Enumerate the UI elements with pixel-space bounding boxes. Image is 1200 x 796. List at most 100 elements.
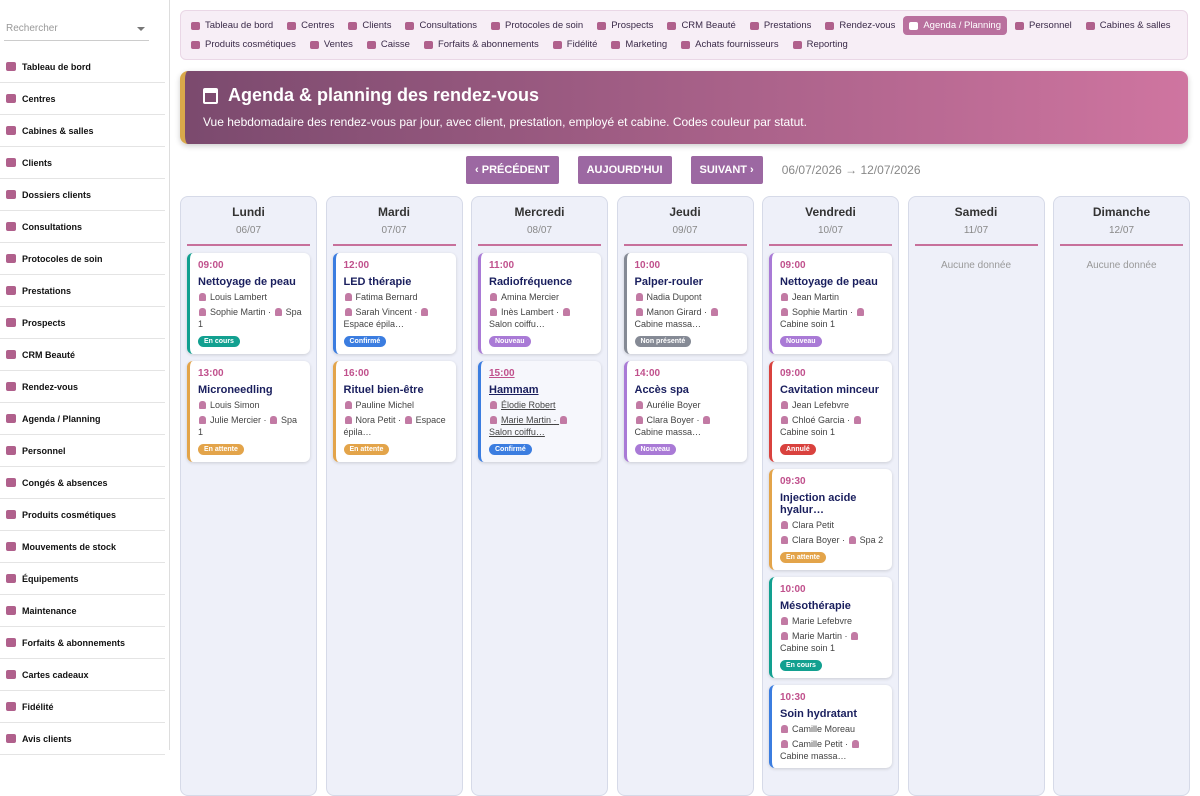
sidebar-item[interactable]: Tableau de bord (0, 51, 165, 83)
nav-tab[interactable]: Reporting (787, 35, 854, 54)
appointment-card[interactable]: 12:00 LED thérapie Fatima Bernard Sarah Vin… (332, 253, 456, 354)
sidebar-item[interactable]: Produits cosmétiques (0, 499, 165, 531)
nav-tab[interactable]: Rendez-vous (819, 16, 901, 35)
nav-tab[interactable]: Marketing (605, 35, 673, 54)
nav-tab[interactable]: Prospects (591, 16, 659, 35)
staff-room-line: Clara Boyer · Spa 2 (780, 534, 884, 546)
appointment-card[interactable]: 09:00 Cavitation minceur Jean Lefebvre Chlo… (769, 361, 892, 462)
person-icon (781, 308, 788, 316)
appointment-card[interactable]: 10:30 Soin hydratant Camille Moreau Camille… (769, 685, 892, 768)
nav-tab[interactable]: Centres (281, 16, 340, 35)
nav-tab[interactable]: CRM Beauté (661, 16, 741, 35)
nav-tab[interactable]: Prestations (744, 16, 818, 35)
day-name: Samedi (954, 205, 998, 219)
client-name: Fatima Bernard (355, 292, 418, 302)
nav-tab-label: Consultations (419, 20, 478, 31)
nav-tab-label: Rendez-vous (839, 20, 896, 31)
appointment-card[interactable]: 09:30 Injection acide hyalur… Clara Petit C… (769, 469, 892, 570)
sidebar-item[interactable]: Rendez-vous (0, 371, 165, 403)
sidebar-item[interactable]: Maintenance (0, 595, 165, 627)
nav-tab[interactable]: Consultations (399, 16, 483, 35)
sidebar-item[interactable]: Dossiers clients (0, 179, 165, 211)
sidebar-item[interactable]: Avis clients (0, 723, 165, 755)
person-icon (344, 401, 352, 409)
client-name: Nadia Dupont (646, 292, 702, 302)
appointment-card[interactable]: 15:00 Hammam Élodie Robert Marie Martin · S… (478, 361, 601, 462)
day-date: 06/07 (187, 225, 310, 246)
menu-icon (6, 318, 16, 327)
sidebar-item[interactable]: Agenda / Planning (0, 403, 165, 435)
nav-tab[interactable]: Produits cosmétiques (185, 35, 302, 54)
nav-tab-label: Cabines & salles (1099, 20, 1171, 31)
room-icon (404, 416, 412, 424)
menu-icon (6, 510, 16, 519)
appointment-card[interactable]: 10:00 Mésothérapie Marie Lefebvre Marie Mar… (769, 577, 892, 678)
sidebar-item[interactable]: CRM Beauté (0, 339, 165, 371)
menu-icon (6, 286, 16, 295)
sidebar-item-label: Personnel (22, 445, 66, 456)
client-name: Élodie Robert (501, 400, 556, 410)
nav-tab[interactable]: Clients (342, 16, 397, 35)
nav-tab-label: Fidélité (566, 39, 598, 50)
sidebar-item[interactable]: Prestations (0, 275, 165, 307)
sidebar-item[interactable]: Forfaits & abonnements (0, 627, 165, 659)
sidebar-item[interactable]: Équipements (0, 563, 165, 595)
button-label: PRÉCÉDENT (481, 164, 550, 176)
sidebar-item-label: Avis clients (22, 733, 72, 744)
nav-tab[interactable]: Cabines & salles (1080, 16, 1177, 35)
nav-tab[interactable]: Personnel (1009, 16, 1078, 35)
appointment-card[interactable]: 09:00 Nettoyage de peau Jean Martin Sophie … (769, 253, 892, 354)
sidebar-item[interactable]: Prospects (0, 307, 165, 339)
room-icon (851, 632, 859, 640)
sidebar-item[interactable]: Protocoles de soin (0, 243, 165, 275)
sidebar-item[interactable]: Mouvements de stock (0, 531, 165, 563)
appointment-card[interactable]: 09:00 Nettoyage de peau Louis Lambert Sophi… (187, 253, 310, 354)
employee-name: Julie Mercier (210, 415, 262, 425)
appointment-card[interactable]: 16:00 Rituel bien-être Pauline Michel Nora … (332, 361, 456, 462)
client-name: Amina Mercier (501, 292, 560, 302)
client-name: Clara Petit (792, 520, 835, 530)
button-label: AUJOURD'HUI (586, 164, 663, 176)
sidebar-item[interactable]: Consultations (0, 211, 165, 243)
sidebar-item[interactable]: Clients (0, 147, 165, 179)
nav-tab-label: Agenda / Planning (923, 20, 1001, 31)
nav-tab[interactable]: Fidélité (547, 35, 604, 54)
status-badge: En attente (343, 444, 390, 455)
employee-name: Clara Boyer (646, 415, 695, 425)
next-button[interactable]: SUIVANT › (690, 156, 763, 184)
appointment-card[interactable]: 10:00 Palper-rouler Nadia Dupont Manon Gira… (623, 253, 747, 354)
separator: · (268, 307, 272, 317)
search-input[interactable]: Rechercher (4, 17, 149, 41)
appointment-card[interactable]: 11:00 Radiofréquence Amina Mercier Inès Lam… (478, 253, 601, 354)
status-badge: En attente (198, 444, 244, 455)
room-name: Cabine massa… (634, 427, 702, 437)
appointment-card[interactable]: 13:00 Microneedling Louis Simon Julie Merci… (187, 361, 310, 462)
nav-tab[interactable]: Ventes (304, 35, 359, 54)
sidebar-item[interactable]: Centres (0, 83, 165, 115)
status-badge: Non présenté (634, 336, 692, 347)
sidebar-item[interactable]: Fidélité (0, 691, 165, 723)
sidebar-item-label: Prestations (22, 285, 72, 296)
today-button[interactable]: AUJOURD'HUI (577, 156, 672, 184)
status-badge: En cours (198, 336, 240, 347)
nav-tab[interactable]: Tableau de bord (185, 16, 279, 35)
nav-tab[interactable]: Protocoles de soin (485, 16, 589, 35)
nav-tab[interactable]: Agenda / Planning (903, 16, 1007, 35)
sidebar-item[interactable]: Personnel (0, 435, 165, 467)
sidebar-item[interactable]: Congés & absences (0, 467, 165, 499)
appointment-time: 11:00 (489, 260, 515, 271)
sidebar-item[interactable]: Cartes cadeaux (0, 659, 165, 691)
appointment-card[interactable]: 14:00 Accès spa Aurélie Boyer Clara Boyer ·… (623, 361, 747, 462)
appointment-title: Cavitation minceur (780, 384, 880, 396)
nav-tab[interactable]: Achats fournisseurs (675, 35, 784, 54)
sidebar-item-label: Prospects (22, 317, 66, 328)
nav-tab[interactable]: Forfaits & abonnements (418, 35, 545, 54)
status-badge: Nouveau (634, 444, 677, 455)
day-date: 08/07 (478, 225, 601, 246)
sidebar-item[interactable]: Cabines & salles (0, 115, 165, 147)
menu-icon (6, 478, 16, 487)
client-name: Louis Lambert (210, 292, 268, 302)
nav-tab[interactable]: Caisse (361, 35, 416, 54)
employee-name: Camille Petit (792, 739, 843, 749)
previous-button[interactable]: ‹ PRÉCÉDENT (466, 156, 559, 184)
